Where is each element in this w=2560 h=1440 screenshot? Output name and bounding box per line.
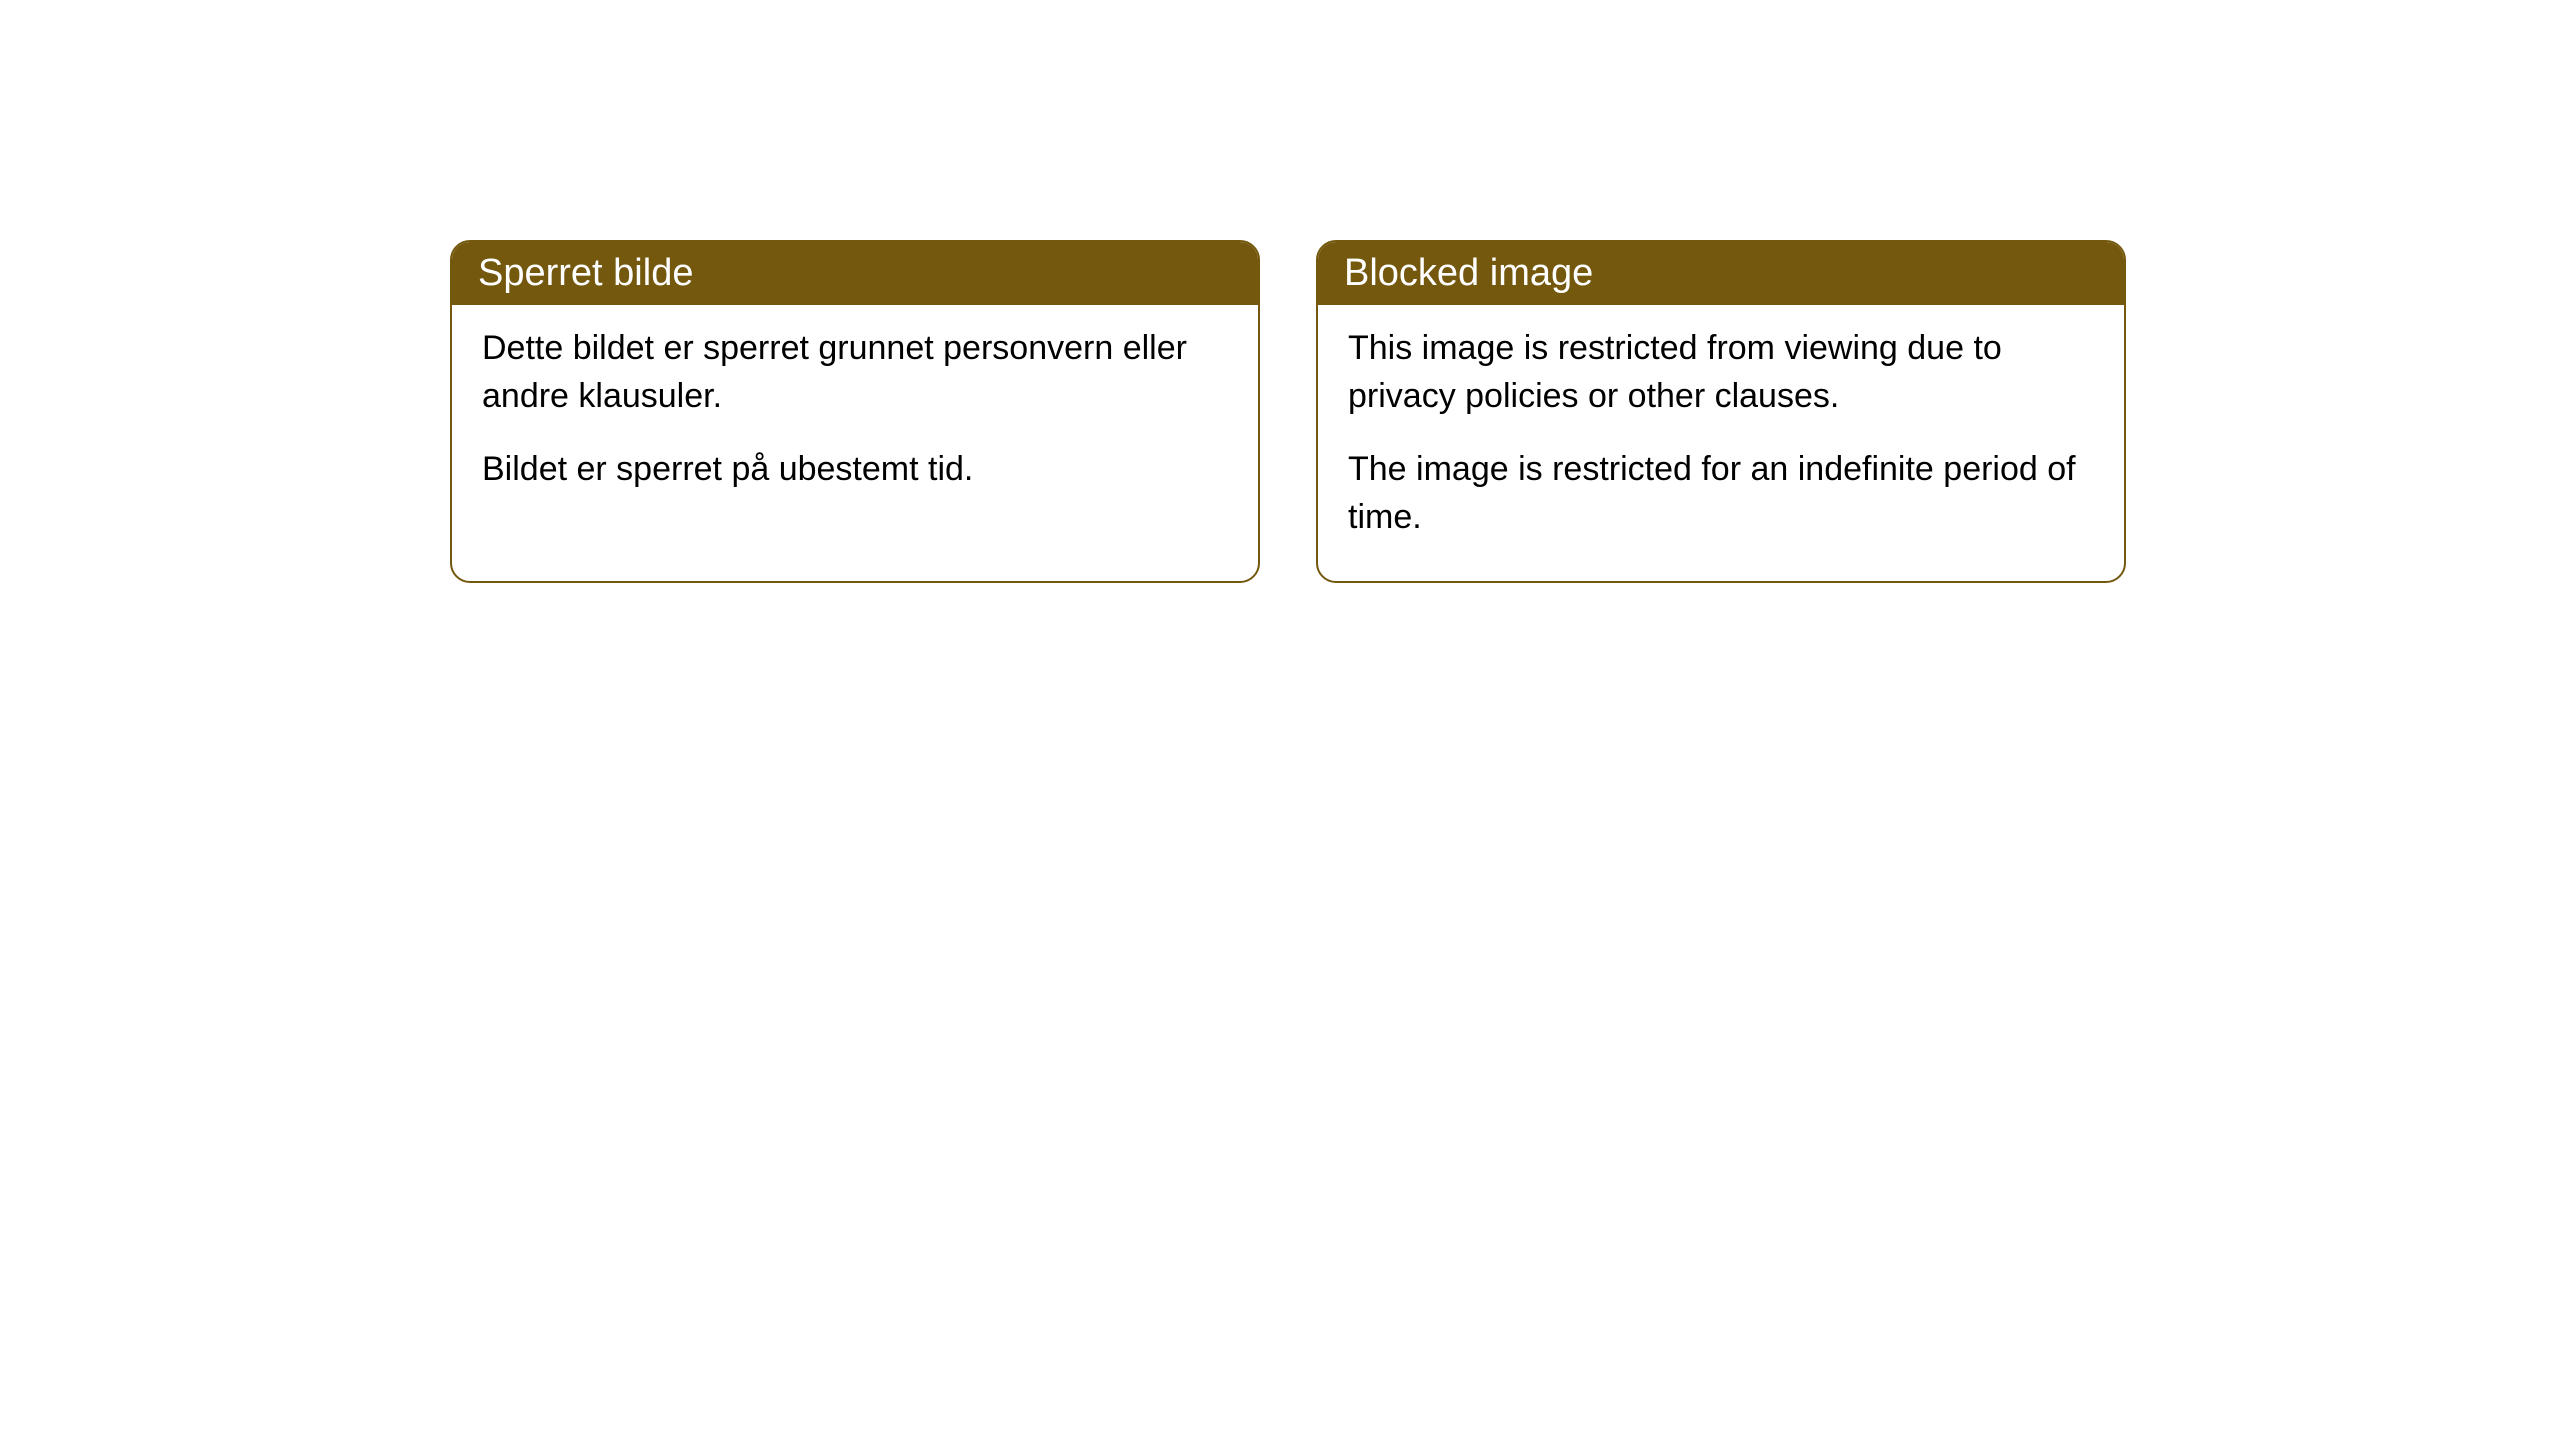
notice-card-norwegian: Sperret bilde Dette bildet er sperret gr… [450,240,1260,583]
notice-header-norwegian: Sperret bilde [452,242,1258,305]
notice-body-english: This image is restricted from viewing du… [1318,305,2124,581]
notice-header-english: Blocked image [1318,242,2124,305]
notice-paragraph: Dette bildet er sperret grunnet personve… [482,325,1228,420]
notice-paragraph: The image is restricted for an indefinit… [1348,446,2094,541]
notice-cards-container: Sperret bilde Dette bildet er sperret gr… [0,0,2560,583]
notice-paragraph: Bildet er sperret på ubestemt tid. [482,446,1228,494]
notice-paragraph: This image is restricted from viewing du… [1348,325,2094,420]
notice-body-norwegian: Dette bildet er sperret grunnet personve… [452,305,1258,534]
notice-card-english: Blocked image This image is restricted f… [1316,240,2126,583]
